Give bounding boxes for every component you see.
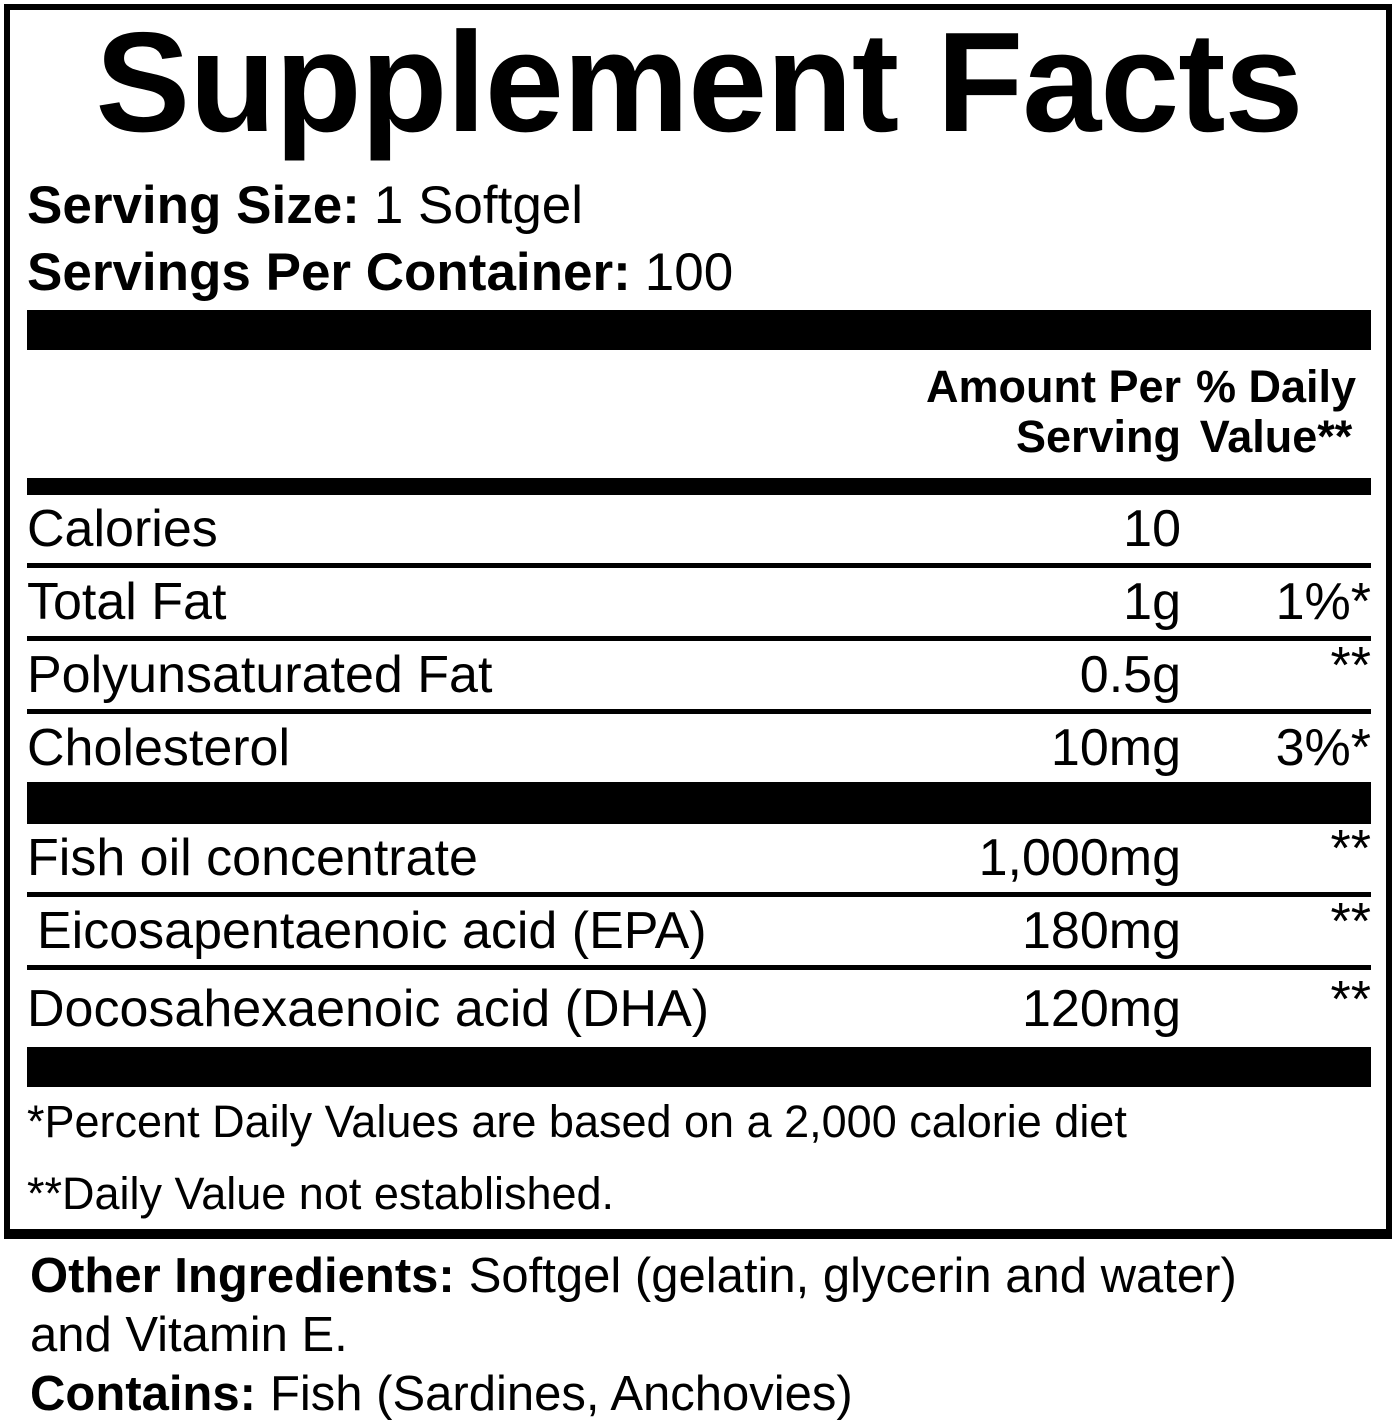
label-title: Supplement Facts: [95, 4, 1303, 162]
nutrient-name: Docosahexaenoic acid (DHA): [27, 979, 710, 1038]
nutrient-daily-value: 3%*: [1275, 719, 1371, 777]
other-ingredients-block: Other Ingredients: Softgel (gelatin, glyc…: [4, 1239, 1392, 1424]
other-ingredients-value: Softgel (gelatin, glycerin and water): [468, 1249, 1237, 1303]
other-ingredients-label: Other Ingredients:: [30, 1249, 455, 1303]
nutrient-amount: 1,000mg: [978, 829, 1181, 887]
other-ingredients-value-continued: and Vitamin E.: [30, 1308, 348, 1362]
separator-bar-thick-bottom: [27, 1047, 1371, 1087]
separator-bar-thick-top: [27, 310, 1371, 350]
table-row-calories: Calories 10: [27, 495, 1371, 568]
nutrient-name: Polyunsaturated Fat: [27, 646, 493, 704]
table-row-polyunsaturated-fat: Polyunsaturated Fat 0.5g **: [27, 637, 1371, 714]
nutrient-name: Total Fat: [27, 573, 227, 631]
other-ingredients-line: Other Ingredients: Softgel (gelatin, glyc…: [30, 1247, 1382, 1306]
nutrient-name: Eicosapentaenoic acid (EPA): [37, 902, 707, 960]
nutrient-daily-value: 1%*: [1275, 573, 1371, 631]
amount-per-serving-column-header: Amount Per Serving: [851, 362, 1181, 462]
contains-label: Contains:: [30, 1367, 256, 1421]
daily-value-header-line1: % Daily: [1195, 361, 1357, 412]
nutrient-amount: 1g: [1123, 573, 1181, 631]
serving-size-value: 1 Softgel: [373, 176, 584, 235]
serving-size-line: Serving Size: 1 Softgel: [27, 176, 1371, 236]
table-row-total-fat: Total Fat 1g 1%*: [27, 568, 1371, 641]
amount-header-line2: Serving: [1015, 411, 1181, 462]
separator-bar-thin: [27, 478, 1371, 495]
table-row-cholesterol: Cholesterol 10mg 3%*: [27, 714, 1371, 782]
amount-header-line1: Amount Per: [925, 361, 1181, 412]
contains-value: Fish (Sardines, Anchovies): [269, 1367, 853, 1421]
nutrient-name: Fish oil concentrate: [27, 829, 478, 887]
nutrient-daily-value: **: [1330, 637, 1371, 695]
nutrient-amount: 120mg: [1022, 979, 1181, 1038]
nutrient-daily-value: **: [1330, 820, 1371, 878]
table-column-headers: Amount Per Serving % Daily Value**: [27, 350, 1371, 478]
other-ingredients-line-2: and Vitamin E.: [30, 1306, 1382, 1365]
table-row-dha: Docosahexaenoic acid (DHA) 120mg **: [27, 970, 1371, 1047]
nutrient-name: Cholesterol: [27, 719, 291, 777]
nutrient-amount: 10mg: [1050, 719, 1181, 777]
nutrient-daily-value: **: [1330, 970, 1371, 1029]
facts-box: Supplement Facts Serving Size: 1 Softgel …: [4, 4, 1392, 1239]
footnote-percent-daily-values: *Percent Daily Values are based on a 2,0…: [27, 1096, 1127, 1147]
daily-value-header-line2: Value**: [1199, 411, 1353, 462]
daily-value-column-header: % Daily Value**: [1181, 362, 1371, 462]
nutrient-amount: 10: [1123, 500, 1181, 558]
contains-line: Contains: Fish (Sardines, Anchovies): [30, 1365, 1382, 1424]
nutrient-daily-value: **: [1330, 893, 1371, 951]
nutrient-amount: 0.5g: [1079, 646, 1181, 704]
table-row-fish-oil-concentrate: Fish oil concentrate 1,000mg **: [27, 820, 1371, 897]
servings-per-container-line: Servings Per Container: 100: [27, 242, 1371, 304]
separator-bar-thick-middle: [27, 782, 1371, 824]
serving-size-label: Serving Size:: [27, 176, 360, 235]
servings-per-container-label: Servings Per Container:: [27, 243, 631, 302]
servings-per-container-value: 100: [644, 243, 734, 302]
nutrient-amount: 180mg: [1022, 902, 1181, 960]
footnote-daily-value-not-established: **Daily Value not established.: [27, 1168, 615, 1219]
table-row-epa: Eicosapentaenoic acid (EPA) 180mg **: [27, 893, 1371, 970]
nutrient-name: Calories: [27, 500, 218, 558]
